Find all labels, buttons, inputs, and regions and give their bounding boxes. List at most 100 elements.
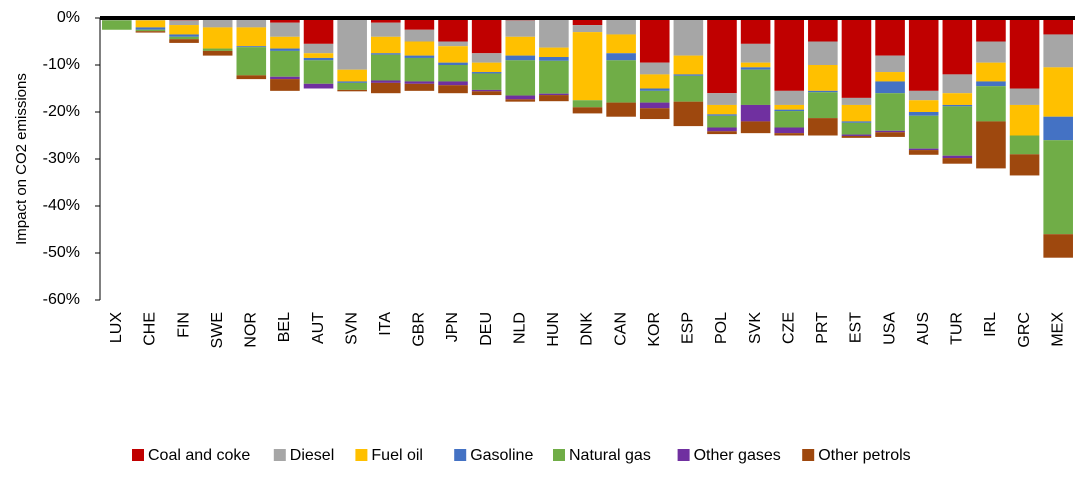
- bar-segment: [740, 18, 771, 44]
- bar-segment: [808, 90, 838, 93]
- bar-segment: [539, 60, 569, 94]
- bar-segment: [976, 62, 1006, 82]
- bar-segment: [337, 82, 367, 90]
- x-tick-label: ITA: [377, 312, 394, 336]
- bar-segment: [908, 148, 939, 151]
- bar-segment: [404, 18, 435, 30]
- bar-segment: [639, 108, 670, 120]
- bar-segment: [707, 18, 737, 94]
- x-tick-label: SWE: [209, 312, 226, 348]
- x-tick-label: IRL: [982, 312, 999, 337]
- bar-segment: [673, 75, 704, 102]
- bar-segment: [404, 29, 435, 42]
- bar-segment: [639, 18, 670, 63]
- bar-segment: [976, 121, 1006, 169]
- bar-segment: [539, 93, 569, 96]
- legend-label: Diesel: [290, 447, 334, 464]
- bar-segment: [471, 73, 502, 90]
- x-tick-label: CAN: [612, 312, 629, 346]
- bar-segment: [639, 74, 670, 89]
- bar-segment: [404, 83, 435, 91]
- bar-segment: [774, 109, 805, 112]
- bar-segment: [370, 54, 401, 81]
- x-tick-label: EST: [848, 312, 865, 343]
- bar-segment: [606, 18, 636, 35]
- bar-segment: [606, 53, 636, 61]
- bar-segment: [438, 85, 468, 94]
- bar-segment: [942, 155, 973, 159]
- bar-segment: [707, 127, 737, 132]
- bar-segment: [875, 81, 905, 94]
- bar-segment: [875, 18, 905, 56]
- bar-segment: [135, 20, 166, 28]
- bar-segment: [572, 18, 603, 26]
- bar-segment: [1009, 104, 1040, 136]
- bar-segment: [438, 81, 468, 86]
- bar-segment: [169, 25, 199, 35]
- bar-segment: [1043, 116, 1073, 141]
- bar-segment: [169, 39, 199, 43]
- x-tick-label: AUT: [310, 312, 327, 344]
- bar-segment: [471, 53, 502, 63]
- bar-segment: [337, 81, 367, 83]
- bar-segment: [942, 18, 973, 75]
- bar-segment: [1009, 154, 1040, 176]
- legend-label: Other gases: [694, 447, 781, 464]
- bar-segment: [1043, 67, 1073, 117]
- legend-swatch: [355, 449, 368, 461]
- bar-segment: [303, 43, 334, 54]
- bar-segment: [539, 19, 569, 48]
- bar-segment: [202, 27, 233, 49]
- bar-segment: [572, 25, 603, 33]
- y-tick-label: -50%: [43, 244, 80, 261]
- bar-segment: [774, 127, 805, 134]
- bar-segment: [1009, 88, 1040, 105]
- bar-segment: [303, 57, 334, 61]
- bar-segment: [471, 72, 502, 74]
- bar-segment: [270, 48, 300, 51]
- x-tick-label: USA: [881, 312, 898, 345]
- x-tick-label: CZE: [780, 312, 797, 344]
- x-tick-label: ESP: [680, 312, 697, 344]
- bar-segment: [471, 18, 502, 54]
- bar-segment: [236, 27, 267, 47]
- bar-segment: [303, 18, 334, 44]
- bar-segment: [202, 18, 233, 28]
- bar-segment: [707, 104, 737, 115]
- bar-segment: [774, 18, 805, 91]
- x-tick-label: BEL: [276, 312, 293, 342]
- bar-segment: [908, 18, 939, 91]
- bar-segment: [976, 18, 1006, 42]
- legend-swatch: [802, 449, 815, 461]
- bar-segment: [606, 102, 636, 117]
- bar-segment: [1009, 135, 1040, 155]
- legend-label: Fuel oil: [371, 447, 423, 464]
- bar-segment: [169, 34, 199, 37]
- x-tick-label: SVN: [343, 312, 360, 345]
- bar-segment: [606, 60, 636, 103]
- bar-segment: [505, 95, 536, 100]
- x-tick-label: NLD: [511, 312, 528, 344]
- bar-segment: [639, 62, 670, 75]
- bar-segment: [976, 81, 1006, 87]
- bar-segment: [875, 55, 905, 73]
- bar-segment: [370, 80, 401, 83]
- bar-segment: [370, 82, 401, 94]
- x-tick-label: JPN: [444, 312, 461, 342]
- bar-segment: [908, 90, 939, 101]
- x-tick-label: CHE: [142, 312, 159, 346]
- bar-segment: [337, 18, 367, 70]
- bar-segment: [841, 18, 872, 98]
- x-tick-label: DNK: [579, 312, 596, 346]
- x-tick-label: MEX: [1049, 312, 1066, 347]
- bar-segment: [471, 91, 502, 96]
- legend-swatch: [677, 449, 690, 461]
- bar-segment: [303, 53, 334, 58]
- bar-segment: [102, 20, 132, 30]
- legend-label: Coal and coke: [148, 447, 250, 464]
- bar-segment: [673, 18, 704, 56]
- bar-segment: [505, 99, 536, 102]
- bar-segment: [438, 65, 468, 82]
- bar-segment: [740, 67, 771, 70]
